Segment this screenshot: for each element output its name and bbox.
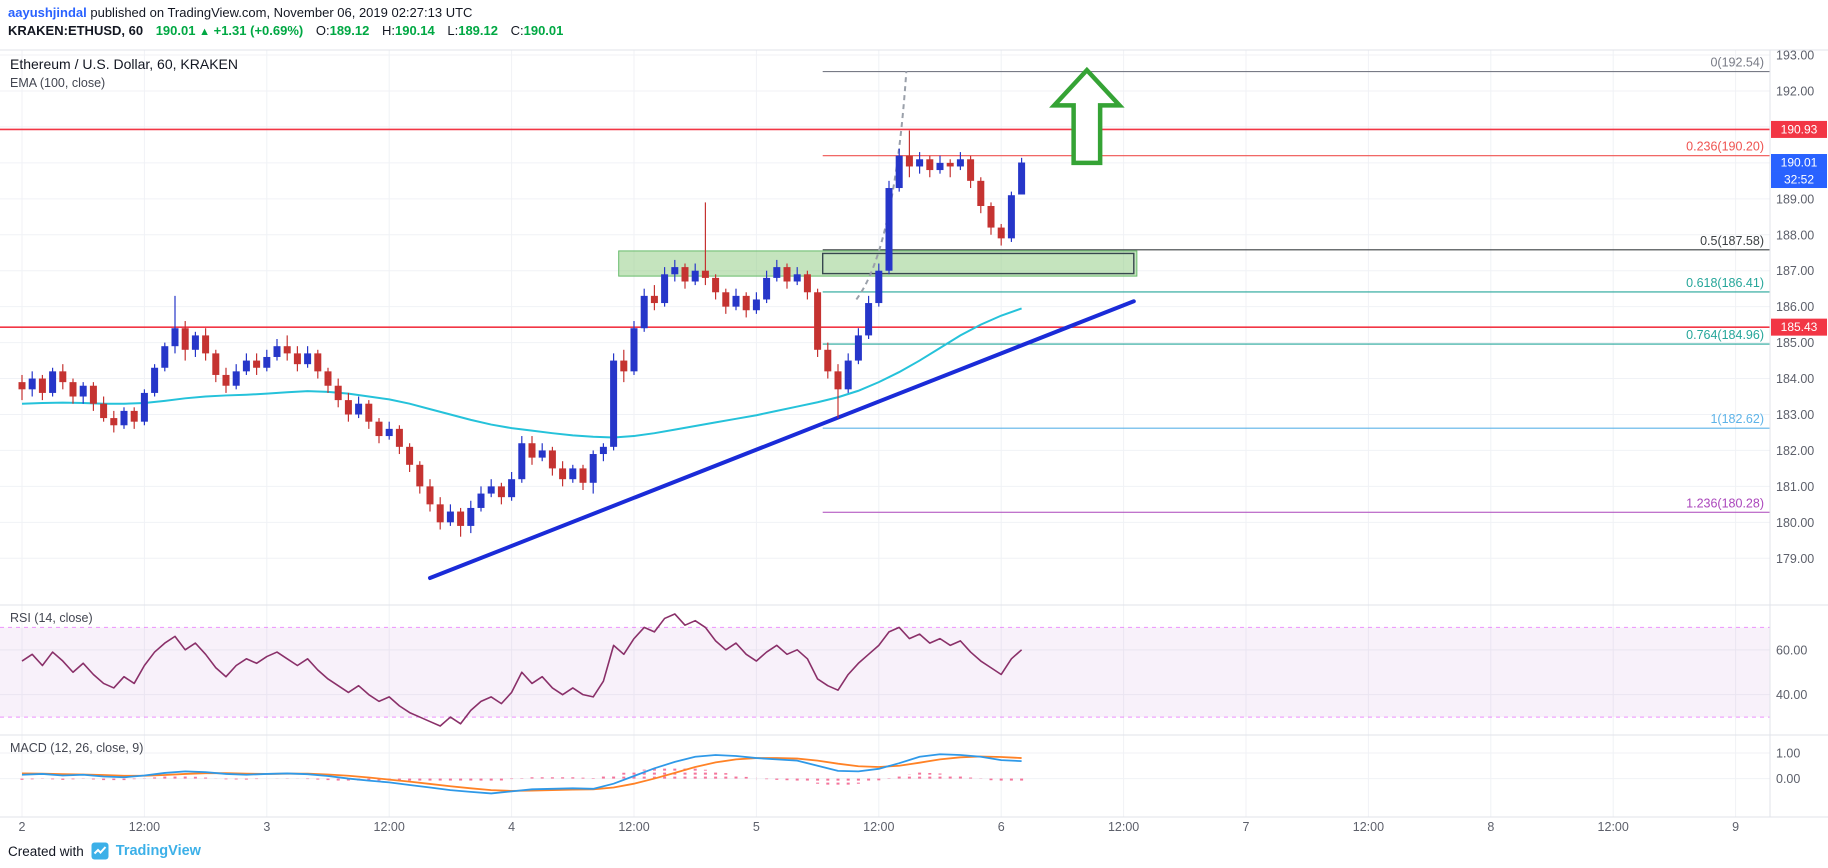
svg-text:0.00: 0.00 xyxy=(1776,772,1800,786)
svg-text:185.00: 185.00 xyxy=(1776,336,1814,350)
svg-text:182.00: 182.00 xyxy=(1776,444,1814,458)
svg-text:190.01: 190.01 xyxy=(1781,156,1818,170)
ohlc-low-value: 189.12 xyxy=(458,23,498,38)
fib-label: 1(182.62) xyxy=(1710,412,1764,426)
svg-text:9: 9 xyxy=(1732,820,1739,834)
svg-text:190.93: 190.93 xyxy=(1781,123,1818,137)
rsi-line xyxy=(21,613,1023,727)
svg-text:186.00: 186.00 xyxy=(1776,300,1814,314)
svg-text:32:52: 32:52 xyxy=(1784,173,1814,187)
axis-badge xyxy=(1771,171,1827,189)
fib-label: 0.5(187.58) xyxy=(1700,234,1764,248)
symbol-name[interactable]: KRAKEN:ETHUSD, 60 xyxy=(8,23,144,38)
time-axis[interactable]: 2 12:00 3 12:00 4 12:00 5 12:00 6 12:00 7 12:00 8 12:… xyxy=(19,820,1740,834)
svg-text:5: 5 xyxy=(753,820,760,834)
author-link[interactable]: aayushjindal xyxy=(8,5,87,20)
last-price: 190.01 xyxy=(155,23,196,38)
change-up-arrow-icon: ▲ xyxy=(199,26,210,38)
svg-text:2: 2 xyxy=(19,820,26,834)
svg-text:12:00: 12:00 xyxy=(1598,820,1629,834)
ohlc-open-value: 189.12 xyxy=(329,23,370,38)
svg-text:179.00: 179.00 xyxy=(1776,552,1814,566)
candlestick-series xyxy=(18,130,1026,537)
svg-text:12:00: 12:00 xyxy=(129,820,160,834)
svg-text:4: 4 xyxy=(508,820,515,834)
gridlines xyxy=(0,50,1770,817)
svg-text:12:00: 12:00 xyxy=(1108,820,1139,834)
svg-text:183.00: 183.00 xyxy=(1776,408,1814,422)
fib-label: 0.236(190.20) xyxy=(1686,140,1764,154)
ohlc-open-key: O: xyxy=(315,23,330,38)
ohlc-close-key: C: xyxy=(510,23,524,38)
ohlc-high-key: H: xyxy=(381,23,395,38)
svg-text:189.00: 189.00 xyxy=(1776,192,1814,206)
svg-text:181.00: 181.00 xyxy=(1776,480,1814,494)
svg-text:3: 3 xyxy=(263,820,270,834)
created-with-text: Created with xyxy=(8,843,84,859)
attribution-bar: aayushjindal published on TradingView.co… xyxy=(8,5,472,20)
fib-label: 0.764(184.96) xyxy=(1686,328,1764,342)
svg-text:7: 7 xyxy=(1243,820,1250,834)
macd-pane xyxy=(20,753,1024,795)
price-change: +1.31 (+0.69%) xyxy=(213,23,304,38)
fib-label: 0(192.54) xyxy=(1710,56,1764,70)
svg-text:8: 8 xyxy=(1487,820,1494,834)
axis-badge xyxy=(1771,154,1827,172)
fib-label: 0.618(186.41) xyxy=(1686,276,1764,290)
svg-text:6: 6 xyxy=(998,820,1005,834)
svg-text:12:00: 12:00 xyxy=(618,820,649,834)
tradingview-logo-icon[interactable] xyxy=(91,842,109,860)
pane-dividers xyxy=(0,49,1828,818)
ema-line xyxy=(21,307,1022,439)
svg-text:184.00: 184.00 xyxy=(1776,372,1814,386)
svg-text:12:00: 12:00 xyxy=(374,820,405,834)
footer: Created with TradingView xyxy=(8,842,201,860)
svg-text:193.00: 193.00 xyxy=(1776,49,1814,63)
svg-text:192.00: 192.00 xyxy=(1776,84,1814,98)
published-text: published on TradingView.com, November 0… xyxy=(86,5,473,20)
ohlc-high-value: 190.14 xyxy=(394,23,435,38)
fib-retracement[interactable]: 0(192.54) 0.236(190.20) 0.5(187.58) 0.618(1… xyxy=(822,56,1770,513)
axis-badge xyxy=(1771,120,1827,138)
svg-text:180.00: 180.00 xyxy=(1776,516,1814,530)
svg-text:187.00: 187.00 xyxy=(1776,264,1814,278)
price-badges[interactable]: 190.93 190.01 32:52 185.43 xyxy=(1771,120,1827,336)
breakout-up-arrow[interactable] xyxy=(1049,66,1125,166)
symbol-info-bar: KRAKEN:ETHUSD, 60 190.01 ▲ +1.31 (+0.69%… xyxy=(8,23,563,38)
alert-lines[interactable] xyxy=(0,128,1770,328)
svg-text:185.43: 185.43 xyxy=(1781,320,1818,334)
trend-line[interactable] xyxy=(428,299,1136,581)
svg-text:60.00: 60.00 xyxy=(1776,643,1807,657)
axis-badge xyxy=(1771,318,1827,336)
fib-label: 1.236(180.28) xyxy=(1686,496,1764,510)
rsi-band xyxy=(0,626,1770,718)
svg-text:1.00: 1.00 xyxy=(1776,746,1800,760)
ohlc-close-value: 190.01 xyxy=(523,23,564,38)
svg-text:40.00: 40.00 xyxy=(1776,688,1807,702)
tradingview-wordmark[interactable]: TradingView xyxy=(115,843,201,859)
ohlc-low-key: L: xyxy=(447,23,459,38)
svg-text:12:00: 12:00 xyxy=(1353,820,1384,834)
projection-dashed-curve xyxy=(855,71,908,301)
svg-text:12:00: 12:00 xyxy=(863,820,894,834)
svg-text:188.00: 188.00 xyxy=(1776,228,1814,242)
